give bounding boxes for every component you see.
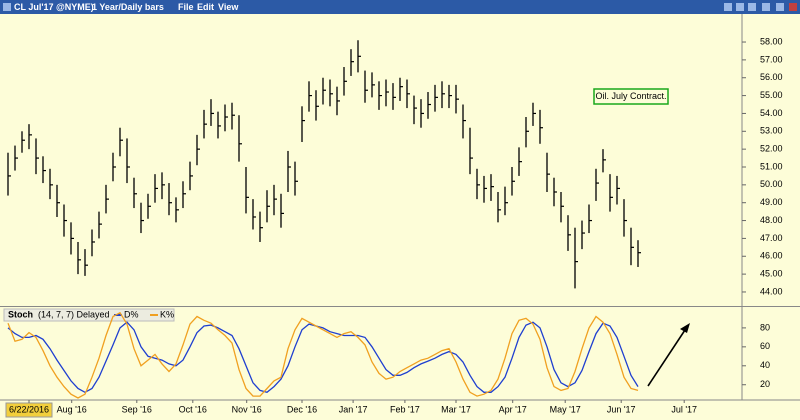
menu-item[interactable]: View <box>218 2 239 12</box>
y-tick-label: 58.00 <box>760 36 783 46</box>
y-tick-label: 57.00 <box>760 54 783 64</box>
toolbar-icon[interactable] <box>3 3 11 11</box>
y-tick-label: 20 <box>760 379 770 389</box>
annotation: Oil. July Contract. <box>595 91 666 101</box>
x-tick-label: Jul '17 <box>671 404 697 414</box>
indicator-header <box>3 308 175 322</box>
toolbar-bar <box>0 0 800 14</box>
x-tick-label: Oct '16 <box>179 404 207 414</box>
window-button[interactable] <box>762 3 770 11</box>
y-tick-label: 49.00 <box>760 197 783 207</box>
y-tick-label: 48.00 <box>760 215 783 225</box>
y-tick-label: 56.00 <box>760 72 783 82</box>
y-tick-label: 40 <box>760 360 770 370</box>
y-tick-label: 44.00 <box>760 286 783 296</box>
x-tick-label: May '17 <box>550 404 581 414</box>
toolbar: CL Jul'17 @NYME) 1 Year/Daily bars File … <box>0 0 800 14</box>
y-tick-label: 50.00 <box>760 179 783 189</box>
y-tick-label: 60 <box>760 341 770 351</box>
annotation-box <box>593 88 669 105</box>
indicator-title: Stoch <box>8 309 33 319</box>
x-tick-label: Sep '16 <box>122 404 152 414</box>
y-tick-label: 53.00 <box>760 126 783 136</box>
series-line <box>7 321 639 394</box>
x-tick-label: 6/22/2016 <box>9 404 49 414</box>
x-tick-label: Mar '17 <box>441 404 471 414</box>
window-button[interactable] <box>748 3 756 11</box>
arrow-head <box>680 323 690 333</box>
close-button[interactable] <box>789 3 797 11</box>
x-tick-label: Aug '16 <box>57 404 87 414</box>
y-tick-label: 51.00 <box>760 161 783 171</box>
x-tick-label: Dec '16 <box>287 404 317 414</box>
indicator-params: (14, 7, 7) Delayed <box>38 309 110 319</box>
x-tick-label: Nov '16 <box>232 404 262 414</box>
window-button[interactable] <box>736 3 744 11</box>
y-tick-label: 52.00 <box>760 144 783 154</box>
menu-item[interactable]: Edit <box>197 2 214 12</box>
window-button[interactable] <box>776 3 784 11</box>
y-tick-label: 46.00 <box>760 251 783 261</box>
y-tick-label: 80 <box>760 322 770 332</box>
x-tick-label: Jun '17 <box>607 404 636 414</box>
legend-label: K% <box>160 309 174 319</box>
symbol[interactable]: CL Jul'17 @NYME) <box>14 2 94 12</box>
period[interactable]: 1 Year/Daily bars <box>92 2 164 12</box>
series-line <box>7 311 639 399</box>
y-tick-label: 55.00 <box>760 90 783 100</box>
menu-item[interactable]: File <box>178 2 194 12</box>
y-tick-label: 45.00 <box>760 268 783 278</box>
window-button[interactable] <box>724 3 732 11</box>
y-tick-label: 47.00 <box>760 233 783 243</box>
legend-label: D% <box>124 309 139 319</box>
x-tick-label: Jan '17 <box>339 404 368 414</box>
y-tick-label: 54.00 <box>760 108 783 118</box>
x-tick-label: Feb '17 <box>390 404 420 414</box>
arrow <box>647 329 686 387</box>
x-tick-label: Apr '17 <box>499 404 527 414</box>
